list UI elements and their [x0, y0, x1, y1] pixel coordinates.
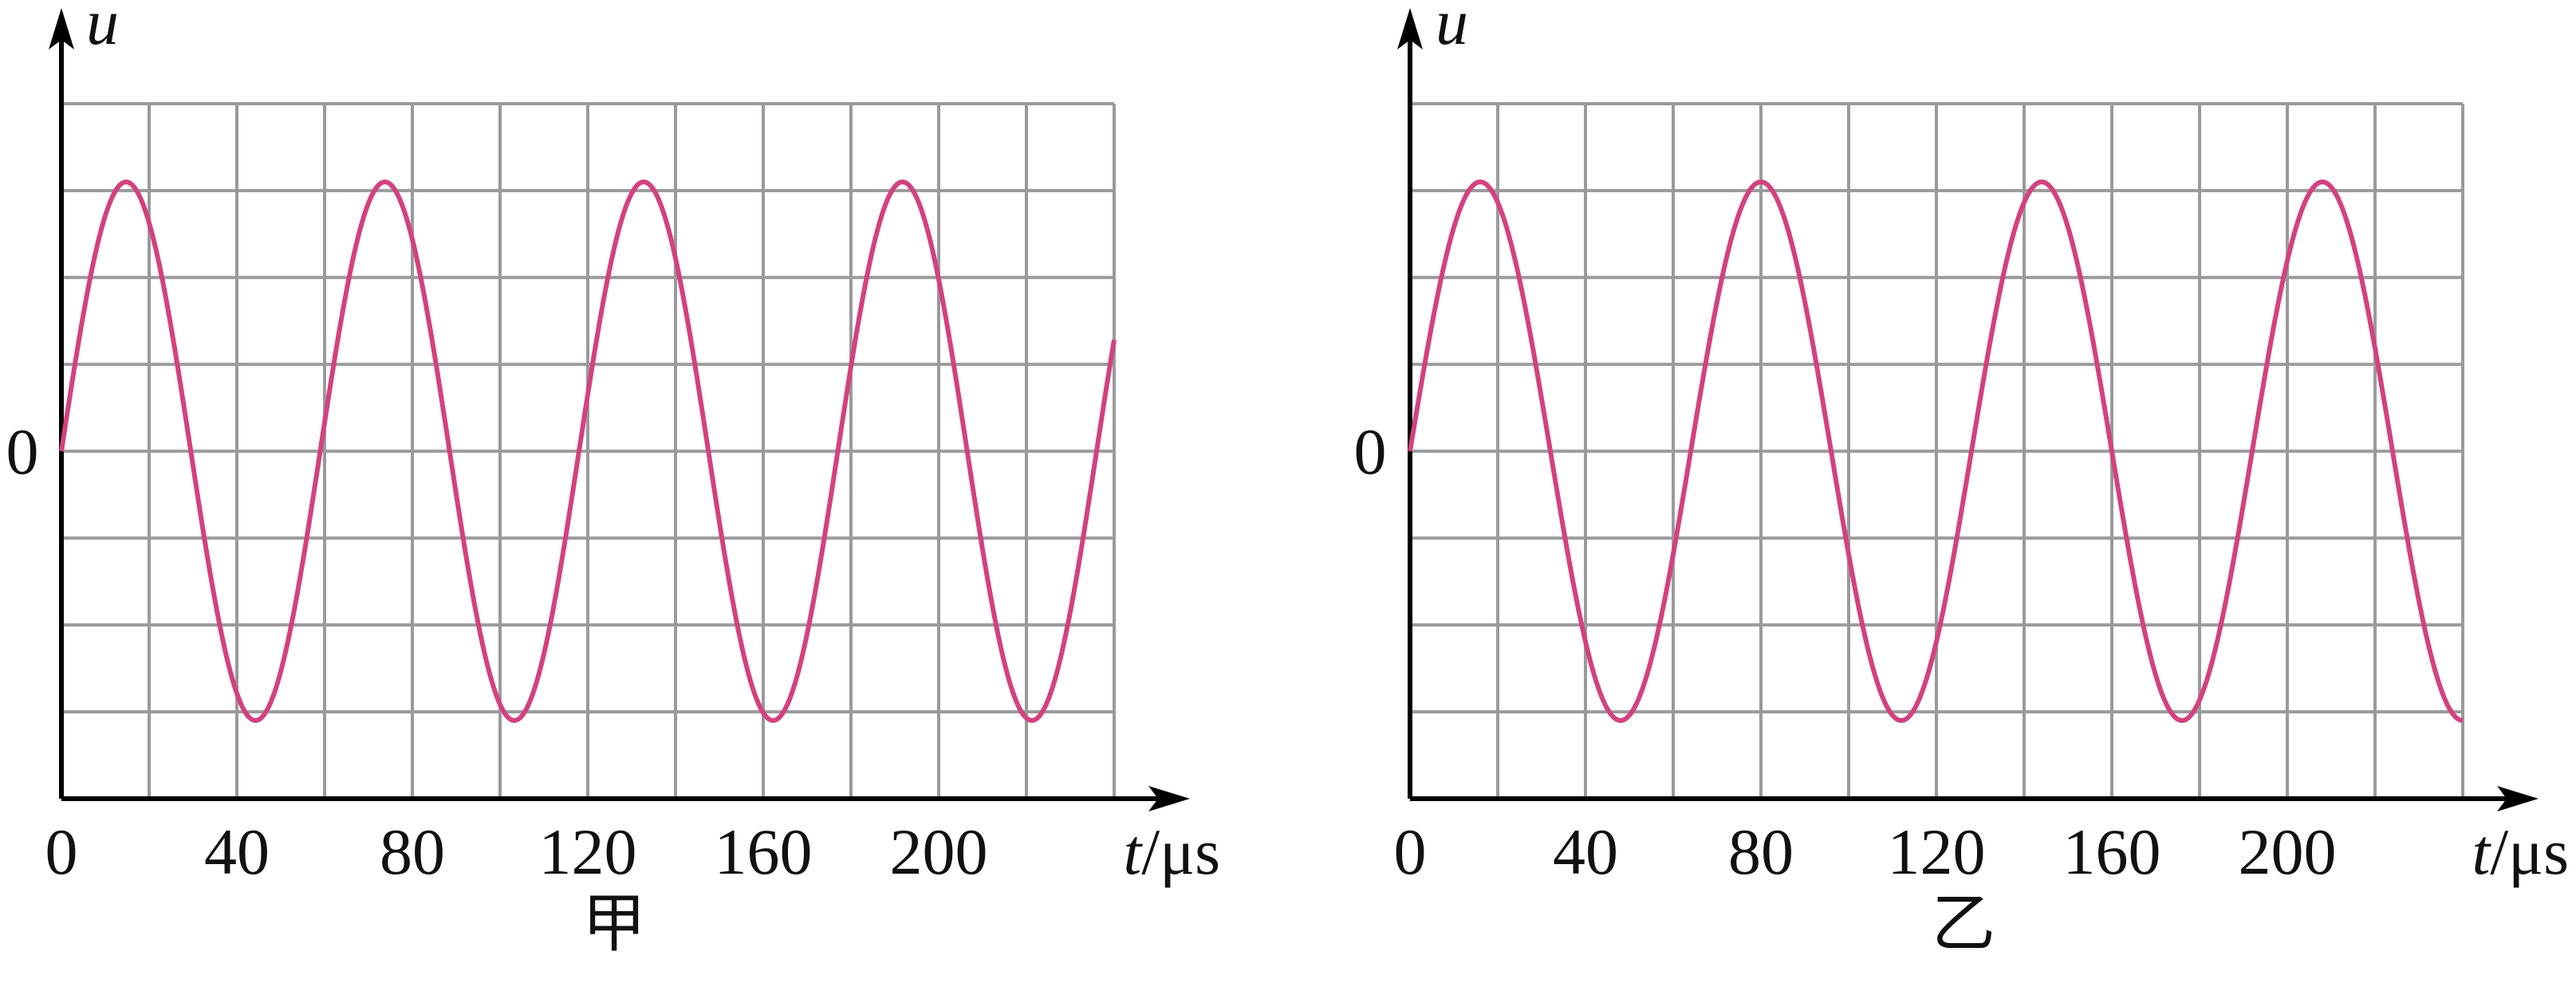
y-zero-label: 0 [6, 416, 39, 488]
x-tick-label: 200 [2239, 815, 2337, 888]
x-axis-variable: t [1124, 815, 1144, 888]
x-axis-label: t/μs [2472, 815, 2569, 888]
x-tick-label: 160 [715, 815, 813, 888]
chart-panel-2: 0 40 80 120 160 200 0 u t/μs 乙 [1354, 0, 2570, 960]
signal-curve [1408, 180, 2464, 723]
grid [1410, 102, 2464, 799]
x-tick-label: 120 [1888, 815, 1986, 888]
x-tick-label: 160 [2063, 815, 2161, 888]
y-axis-label: u [86, 0, 119, 58]
x-tick-label: 0 [1394, 815, 1427, 888]
grid [61, 102, 1116, 799]
y-axis-label: u [1436, 0, 1468, 58]
x-axis-variable: t [2472, 815, 2492, 888]
x-axis-arrow [2497, 786, 2539, 811]
x-axis-unit: /μs [2490, 815, 2569, 888]
x-tick-label: 80 [380, 815, 445, 888]
y-zero-label: 0 [1354, 416, 1387, 488]
x-axis-label: t/μs [1124, 815, 1220, 888]
x-tick-label: 40 [1553, 815, 1618, 888]
panel-caption: 乙 [1932, 890, 1995, 960]
x-tick-label: 0 [45, 815, 78, 888]
panel-caption: 甲 [582, 890, 646, 960]
x-tick-label: 40 [204, 815, 270, 888]
x-tick-label: 200 [890, 815, 988, 888]
x-axis-arrow [1148, 786, 1190, 811]
y-axis-arrow [1397, 8, 1423, 49]
y-axis-arrow [49, 8, 74, 49]
chart-panel-1: 0 40 80 120 160 200 0 u t/μs 甲 [6, 0, 1221, 960]
x-tick-label: 120 [539, 815, 637, 888]
signal-curve [59, 180, 1117, 723]
x-tick-label: 80 [1728, 815, 1794, 888]
x-axis-unit: /μs [1141, 815, 1220, 888]
